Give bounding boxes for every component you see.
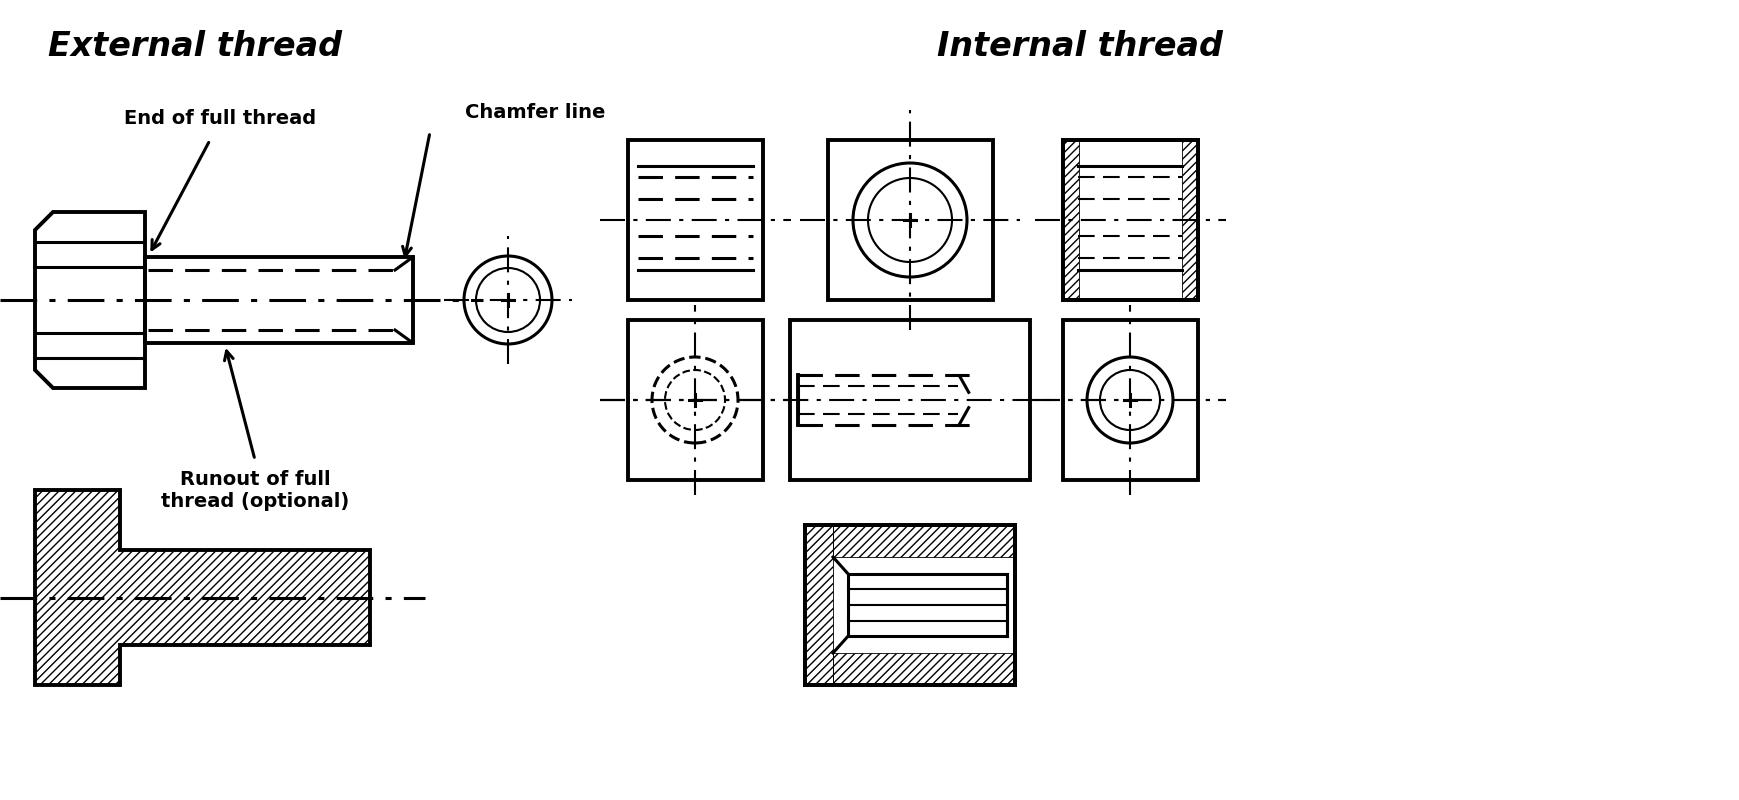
Bar bbox=[833, 526, 1014, 557]
Bar bbox=[1063, 320, 1198, 480]
Text: Internal thread: Internal thread bbox=[937, 30, 1223, 63]
Text: End of full thread: End of full thread bbox=[123, 109, 316, 128]
Bar bbox=[790, 320, 1029, 480]
Bar bbox=[1181, 141, 1195, 299]
Polygon shape bbox=[35, 490, 370, 685]
Bar bbox=[828, 140, 993, 300]
Bar bbox=[805, 526, 833, 684]
Bar bbox=[805, 525, 1014, 685]
Bar bbox=[805, 525, 1014, 685]
Bar bbox=[847, 574, 1007, 636]
Bar bbox=[1063, 140, 1198, 300]
Bar bbox=[144, 257, 412, 343]
Bar bbox=[628, 320, 763, 480]
Bar bbox=[1063, 141, 1078, 299]
Bar bbox=[1063, 140, 1198, 300]
Bar bbox=[833, 653, 1014, 684]
Text: Runout of full
thread (optional): Runout of full thread (optional) bbox=[160, 470, 350, 511]
Text: External thread: External thread bbox=[49, 30, 343, 63]
Bar bbox=[628, 140, 763, 300]
Text: Chamfer line: Chamfer line bbox=[464, 103, 605, 122]
